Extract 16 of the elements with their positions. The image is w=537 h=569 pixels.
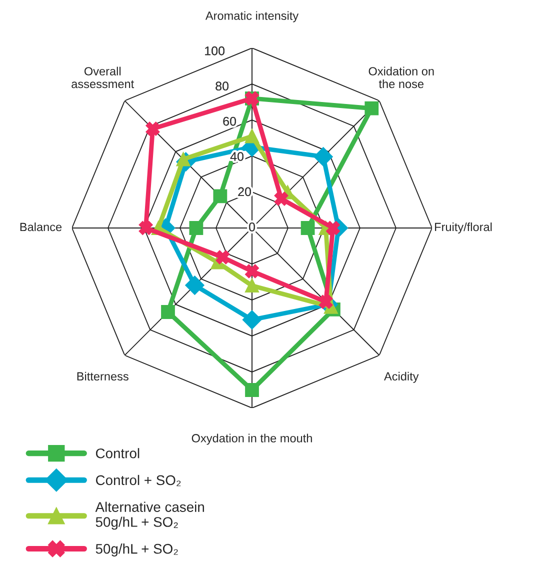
y-tick-label: 80 [216, 82, 229, 90]
y-tick-label: 100 [205, 46, 225, 56]
spoke-label: Aromatic intensity [205, 11, 299, 22]
spoke-label: Oxydation in the mouth [192, 434, 312, 445]
y-tick-label: 60 [223, 116, 236, 126]
legend-label: Alternative casein 50g/hL + SO₂ [95, 502, 204, 530]
spoke-label: Acidity [384, 372, 419, 383]
spoke-label: Fruity/floral [435, 222, 492, 234]
legend-label: Control [96, 448, 140, 458]
spoke-label: Balance [20, 222, 62, 232]
spoke-label: Overall assessment [72, 66, 134, 88]
spoke-label: Oxidation on the nose [368, 66, 434, 88]
y-tick-label: 20 [238, 187, 251, 196]
spoke-label: Bitterness [77, 372, 128, 381]
legend-label: 50g/hL + SO₂ [96, 544, 178, 556]
legend-label: Control + SO₂ [96, 474, 181, 486]
